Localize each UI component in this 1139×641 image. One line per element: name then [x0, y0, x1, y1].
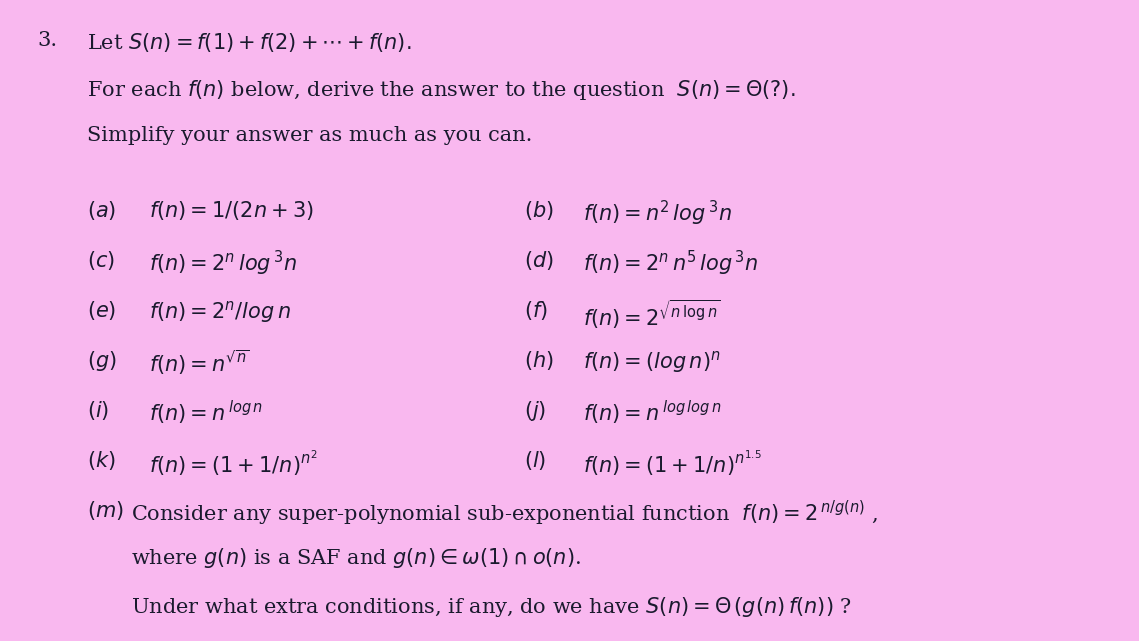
Text: $(e)$: $(e)$: [87, 299, 116, 322]
Text: $(k)$: $(k)$: [87, 449, 115, 472]
Text: where $g(n)$ is a SAF and $g(n) \in \omega(1) \cap o(n)$.: where $g(n)$ is a SAF and $g(n) \in \ome…: [131, 546, 581, 570]
Text: $f(n) = 2^n\, \mathit{log}^{\,3} n$: $f(n) = 2^n\, \mathit{log}^{\,3} n$: [149, 249, 297, 278]
Text: $f(n) = 1/(2n +3)$: $f(n) = 1/(2n +3)$: [149, 199, 314, 222]
Text: $(c)$: $(c)$: [87, 249, 115, 272]
Text: $f(n) = n^{\,\mathit{log}\, n}$: $f(n) = n^{\,\mathit{log}\, n}$: [149, 399, 263, 427]
Text: $(h)$: $(h)$: [524, 349, 554, 372]
Text: Simplify your answer as much as you can.: Simplify your answer as much as you can.: [87, 126, 532, 145]
Text: $(i)$: $(i)$: [87, 399, 109, 422]
Text: $f(n) = n^{\sqrt{n}}$: $f(n) = n^{\sqrt{n}}$: [149, 349, 251, 377]
Text: $(d)$: $(d)$: [524, 249, 554, 272]
Text: $f(n) = n^{\,\mathit{log\,log}\, n}$: $f(n) = n^{\,\mathit{log\,log}\, n}$: [583, 399, 722, 427]
Text: $f(n) = (1 + 1/n)^{n^{1.5}}$: $f(n) = (1 + 1/n)^{n^{1.5}}$: [583, 449, 762, 478]
Text: For each $f(n)$ below, derive the answer to the question  $S(n) = \Theta(?).$: For each $f(n)$ below, derive the answer…: [87, 78, 795, 102]
Text: $(l)$: $(l)$: [524, 449, 547, 472]
Text: Under what extra conditions, if any, do we have $S(n) = \Theta\,(g(n)\, f(n))$ ?: Under what extra conditions, if any, do …: [131, 595, 852, 619]
Text: $f(n) = (1 + 1/n)^{n^2}$: $f(n) = (1 + 1/n)^{n^2}$: [149, 449, 318, 478]
Text: $(j)$: $(j)$: [524, 399, 547, 422]
Text: Let $S(n) = f(1) + f(2) + \cdots + f(n).$: Let $S(n) = f(1) + f(2) + \cdots + f(n).…: [87, 31, 411, 54]
Text: $f(n) = n^2\, \mathit{log}^{\,3} n$: $f(n) = n^2\, \mathit{log}^{\,3} n$: [583, 199, 732, 228]
Text: $(f)$: $(f)$: [524, 299, 548, 322]
Text: 3.: 3.: [38, 31, 58, 50]
Text: $f(n) = 2^n / \mathit{log}\, n$: $f(n) = 2^n / \mathit{log}\, n$: [149, 299, 292, 325]
Text: $(g)$: $(g)$: [87, 349, 116, 372]
Text: $f(n) = (\mathit{log}\, n)^n$: $f(n) = (\mathit{log}\, n)^n$: [583, 349, 721, 375]
Text: $(a)$: $(a)$: [87, 199, 116, 222]
Text: $f(n) = 2^{\sqrt{n\,\log n}}$: $f(n) = 2^{\sqrt{n\,\log n}}$: [583, 299, 721, 331]
Text: $(m)$: $(m)$: [87, 499, 123, 522]
Text: $f(n) = 2^n\, n^5\, \mathit{log}^{\,3} n$: $f(n) = 2^n\, n^5\, \mathit{log}^{\,3} n…: [583, 249, 759, 278]
Text: Consider any super-polynomial sub-exponential function  $f(n) = 2^{\,n/g(n)}$ ,: Consider any super-polynomial sub-expone…: [131, 499, 878, 528]
Text: $(b)$: $(b)$: [524, 199, 554, 222]
